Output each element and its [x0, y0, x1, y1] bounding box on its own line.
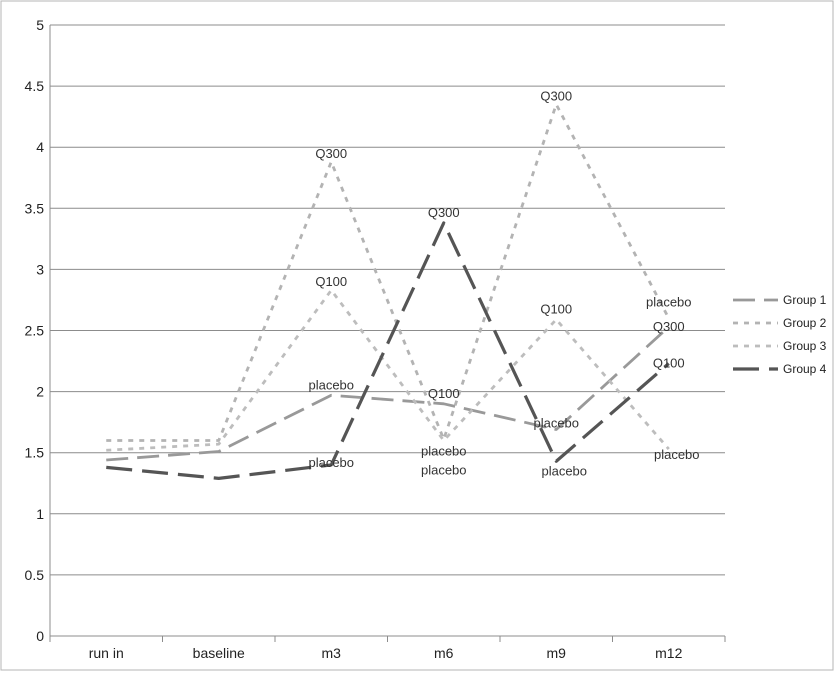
- y-tick-label: 2: [36, 384, 44, 400]
- y-tick-label: 0: [36, 628, 44, 644]
- x-tick-label: run in: [89, 645, 124, 661]
- y-tick-label: 0.5: [25, 567, 45, 583]
- data-label: placebo: [308, 377, 354, 392]
- data-label: placebo: [541, 463, 587, 478]
- data-label: Q100: [653, 355, 685, 370]
- y-tick-label: 2.5: [25, 323, 45, 339]
- legend-label: Group 3: [783, 339, 827, 353]
- y-tick-label: 1: [36, 506, 44, 522]
- x-tick-label: m9: [547, 645, 567, 661]
- y-tick-label: 1.5: [25, 445, 45, 461]
- data-label: Q100: [315, 274, 347, 289]
- data-label: Q300: [653, 319, 685, 334]
- series-line-group-3: [106, 288, 670, 452]
- x-tick-label: m12: [655, 645, 682, 661]
- y-tick-label: 5: [36, 17, 44, 33]
- legend-label: Group 2: [783, 316, 827, 330]
- data-label: Q300: [428, 205, 460, 220]
- data-label: placebo: [533, 415, 579, 430]
- data-label: placebo: [654, 447, 700, 462]
- data-label: Q100: [540, 302, 572, 317]
- y-tick-label: 3.5: [25, 200, 45, 216]
- y-tick-label: 3: [36, 261, 44, 277]
- series-line-group-4: [106, 221, 670, 480]
- data-label: Q100: [428, 386, 460, 401]
- series-line-group-1: [106, 325, 670, 462]
- data-label: placebo: [421, 462, 467, 477]
- legend-label: Group 4: [783, 362, 827, 376]
- x-tick-label: m3: [322, 645, 342, 661]
- series-line-group-2: [106, 103, 670, 442]
- x-tick-label: m6: [434, 645, 454, 661]
- y-tick-label: 4.5: [25, 78, 45, 94]
- data-label: Q300: [540, 88, 572, 103]
- data-label: placebo: [421, 443, 467, 458]
- data-label: placebo: [308, 455, 354, 470]
- y-tick-label: 4: [36, 139, 44, 155]
- legend-label: Group 1: [783, 293, 827, 307]
- data-label: placebo: [646, 294, 692, 309]
- data-label: Q300: [315, 146, 347, 161]
- x-tick-label: baseline: [193, 645, 245, 661]
